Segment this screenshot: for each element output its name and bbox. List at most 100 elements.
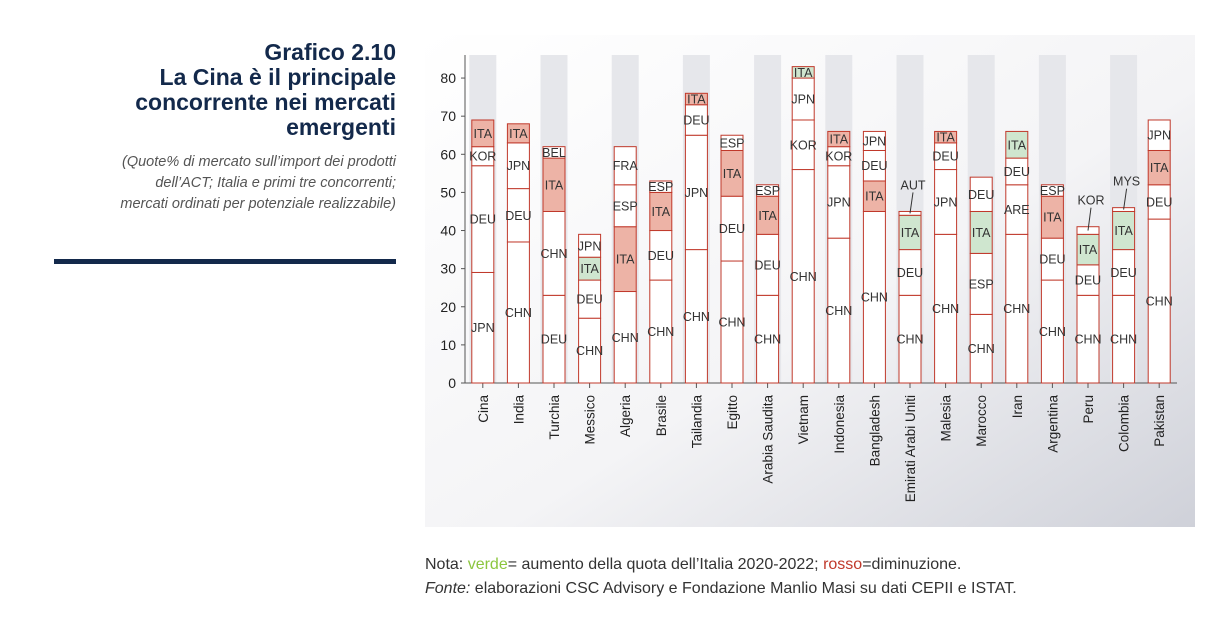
category-label: Malesia xyxy=(939,395,954,442)
source-line: Fonte: elaborazioni CSC Advisory e Fonda… xyxy=(425,577,1017,601)
bar-segment xyxy=(1147,119,1171,151)
bar-segment xyxy=(542,146,566,159)
segment-label: ITA xyxy=(509,127,528,141)
segment-label: MYS xyxy=(1113,175,1140,189)
callout-line xyxy=(909,192,914,214)
segment-label: DEU xyxy=(648,249,674,263)
bar-segment xyxy=(1005,130,1029,159)
segment-label: AUT xyxy=(901,178,926,192)
bar-segment xyxy=(578,233,602,258)
y-tick-label: 0 xyxy=(448,375,456,391)
segment-label: JPN xyxy=(863,134,887,148)
category-label: India xyxy=(511,395,526,425)
segment-label: DEU xyxy=(932,150,958,164)
note-suffix: =diminuzione. xyxy=(862,556,962,573)
segment-label: BEL xyxy=(542,146,566,160)
segment-label: ITA xyxy=(652,205,671,219)
bar-segment xyxy=(684,92,708,106)
segment-label: ITA xyxy=(758,209,777,223)
segment-label: CHN xyxy=(932,302,959,316)
y-tick-label: 80 xyxy=(440,70,456,86)
segment-label: CHN xyxy=(754,333,781,347)
bar-segment xyxy=(791,66,815,79)
segment-label: ITA xyxy=(936,131,955,145)
subtitle-line-3: mercati ordinati per potenziale realizza… xyxy=(120,196,396,212)
segment-label: KOR xyxy=(469,150,496,164)
segment-label: ITA xyxy=(901,226,920,240)
segment-label: ESP xyxy=(1040,184,1065,198)
segment-label: JPN xyxy=(827,195,851,209)
bar-segment xyxy=(969,176,993,212)
bar-segment xyxy=(506,123,530,144)
segment-label: DEU xyxy=(1004,165,1030,179)
chart-title-line-2: concorrente nei mercati xyxy=(135,89,396,115)
source-text: elaborazioni CSC Advisory e Fondazione M… xyxy=(470,580,1017,597)
category-label: Arabia Saudita xyxy=(761,395,776,484)
y-tick-label: 20 xyxy=(440,299,456,315)
category-label: Indonesia xyxy=(832,395,847,454)
category-label: Vietnam xyxy=(796,395,811,444)
segment-label: CHN xyxy=(1110,333,1137,347)
category-label: Argentina xyxy=(1045,395,1060,453)
segment-label: CHN xyxy=(861,291,888,305)
segment-label: CHN xyxy=(790,270,817,284)
segment-label: ITA xyxy=(1150,161,1169,175)
segment-label: JPN xyxy=(471,321,495,335)
chart-title-line-1: La Cina è il principale xyxy=(159,64,396,90)
segment-label: ESP xyxy=(648,180,673,194)
segment-label: ITA xyxy=(830,133,849,147)
note-line: Nota: verde= aumento della quota dell’It… xyxy=(425,553,1017,577)
segment-label: JPN xyxy=(934,195,958,209)
category-label: Turchia xyxy=(547,395,562,440)
chart-title-line-3: emergenti xyxy=(286,114,396,140)
y-tick-label: 10 xyxy=(440,337,456,353)
segment-label: DEU xyxy=(541,333,567,347)
segment-label: KOR xyxy=(825,150,852,164)
bar-segment xyxy=(1040,184,1064,197)
segment-label: DEU xyxy=(576,293,602,307)
bar-segment xyxy=(862,130,886,151)
category-label: Egitto xyxy=(725,395,740,430)
segment-label: ITA xyxy=(723,167,742,181)
callout-line xyxy=(1123,188,1128,210)
category-label: Pakistan xyxy=(1152,395,1167,447)
segment-label: ESP xyxy=(755,184,780,198)
segment-label: DEU xyxy=(754,258,780,272)
segment-label: CHN xyxy=(1074,333,1101,347)
bar-segment xyxy=(934,130,958,144)
segment-label: ITA xyxy=(616,253,635,267)
segment-label: FRA xyxy=(613,159,639,173)
note-green-word: verde xyxy=(467,556,508,573)
segment-label: DEU xyxy=(1146,195,1172,209)
segment-label: CHN xyxy=(1146,295,1173,309)
category-label: Brasile xyxy=(654,395,669,436)
y-tick-label: 40 xyxy=(440,223,456,239)
chart-panel: 0 10 20 30 40 50 60 70 80 JPN DEU KOR ITA CHN DEU JPN I… xyxy=(425,35,1195,527)
segment-label: ITA xyxy=(474,127,493,141)
segment-label: ITA xyxy=(865,190,884,204)
note-middle: = aumento della quota dell’Italia 2020-2… xyxy=(507,556,824,573)
segment-label: JPN xyxy=(685,186,709,200)
segment-label: JPN xyxy=(791,93,815,107)
y-tick-label: 50 xyxy=(440,184,456,200)
bar-segment xyxy=(649,180,673,193)
segment-label: ESP xyxy=(613,199,638,213)
segment-label: KOR xyxy=(1077,194,1104,208)
bar-segment xyxy=(827,130,851,148)
category-label: Tailandia xyxy=(689,395,704,449)
segment-label: ESP xyxy=(969,277,994,291)
subtitle-line-1: (Quote% di mercato sull’import dei prodo… xyxy=(121,154,396,170)
category-label: Colombia xyxy=(1117,395,1132,453)
segment-label: ITA xyxy=(794,66,813,80)
segment-label: ITA xyxy=(545,178,564,192)
segment-label: ITA xyxy=(580,262,599,276)
bar-segment xyxy=(613,146,637,186)
chart-header: Grafico 2.10 La Cina è il principale con… xyxy=(30,40,396,215)
segment-label: DEU xyxy=(1110,266,1136,280)
segment-label: JPN xyxy=(578,239,602,253)
category-label: Bangladesh xyxy=(867,395,882,466)
segment-label: DEU xyxy=(1075,274,1101,288)
source-label: Fonte: xyxy=(425,580,471,597)
category-label: Algeria xyxy=(618,395,633,438)
segment-label: ITA xyxy=(687,93,706,107)
